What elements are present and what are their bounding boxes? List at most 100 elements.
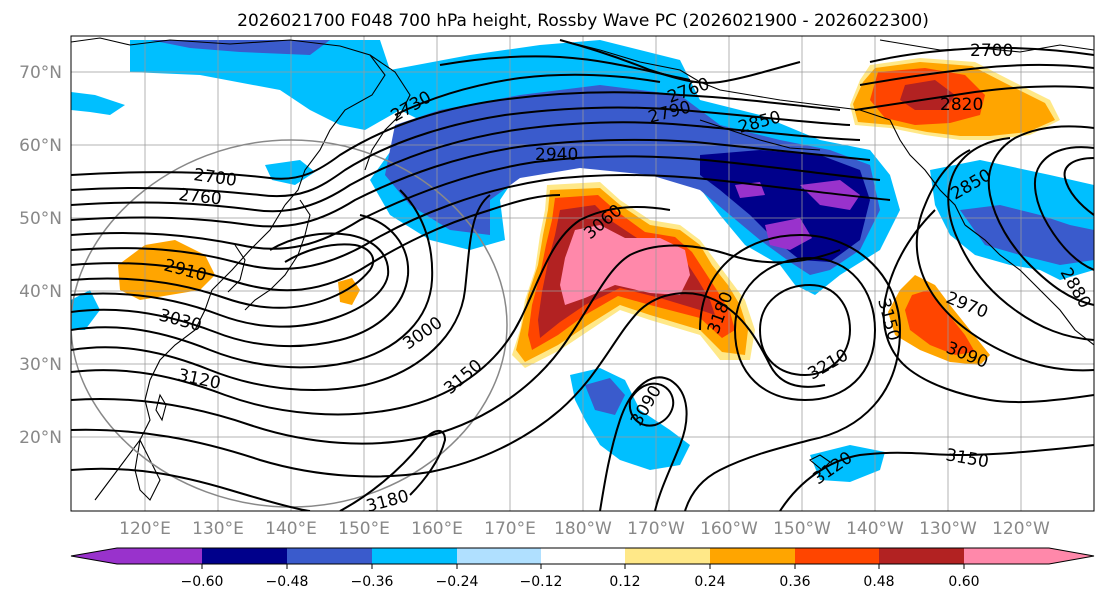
contour-line <box>559 39 801 84</box>
contour-label-2760: 2760 <box>177 185 222 209</box>
contour-line <box>987 125 1094 306</box>
contour-line <box>628 382 675 427</box>
coast-hawaii <box>809 454 831 471</box>
coast-asia-east <box>94 204 286 501</box>
lat-label-70n: 70°N <box>19 63 62 83</box>
colorbar-segment-9 <box>879 548 964 564</box>
colorbar-label-7: 0.36 <box>779 574 810 590</box>
coast-kamchatka <box>364 54 411 171</box>
contour-line <box>758 283 852 377</box>
lon-label-120e: 120°E <box>119 519 171 539</box>
contour-line <box>947 137 1094 341</box>
lat-label-60n: 60°N <box>19 136 62 156</box>
contour-line <box>779 444 1094 511</box>
lon-label-140e: 140°E <box>265 519 317 539</box>
colorbar-segment-3 <box>372 548 457 564</box>
contour-label-2820: 2820 <box>940 95 983 115</box>
contour-line <box>733 256 877 402</box>
anomaly-region-ne-dark-red <box>900 80 955 110</box>
contour-line <box>71 155 881 250</box>
colorbar-ticks <box>201 564 965 569</box>
contour-line <box>71 189 434 369</box>
contour-line <box>439 55 691 81</box>
contour-line <box>869 46 1094 63</box>
contour-line <box>71 244 841 445</box>
coast-aleutians <box>699 119 821 151</box>
lon-label-170e: 170°E <box>484 519 536 539</box>
anomaly-region-dark-blue <box>700 150 870 262</box>
coast-korea <box>227 244 246 293</box>
contour-line <box>71 121 861 213</box>
anomaly-region-violet-1 <box>800 180 860 210</box>
lat-label-50n: 50°N <box>19 209 62 229</box>
anomaly-region-top-blue <box>150 40 330 55</box>
lon-label-130w: 130°W <box>919 519 977 539</box>
contour-line <box>71 174 891 270</box>
contour-line <box>71 206 671 416</box>
lon-label-130e: 130°E <box>192 519 244 539</box>
anomaly-region-south-blue <box>585 378 625 415</box>
colorbar-segment-2 <box>287 548 372 564</box>
contour-line <box>71 194 491 391</box>
lon-label-160e: 160°E <box>411 519 463 539</box>
contour-line <box>394 73 661 116</box>
anomaly-region-pink <box>560 225 690 305</box>
lat-label-20n: 20°N <box>19 428 62 448</box>
colorbar-label-9: 0.60 <box>948 574 979 590</box>
height-contours <box>71 39 1094 511</box>
contour-line <box>71 194 561 292</box>
colorbar-outline <box>70 547 1095 565</box>
map-panel: 2700 2730 2700 2760 2760 2790 2820 2850 … <box>71 36 1094 511</box>
contour-line <box>71 214 410 348</box>
coast-taiwan <box>155 393 167 422</box>
colorbar-segment-0 <box>71 548 202 564</box>
lon-label-150w: 150°W <box>773 519 831 539</box>
anomaly-region-violet-3 <box>735 182 765 198</box>
lon-label-180w: 180°W <box>554 519 612 539</box>
contour-line <box>71 232 390 328</box>
coast-asia-north <box>71 37 386 206</box>
colorbar-label-1: −0.48 <box>266 574 309 590</box>
contour-line <box>71 91 841 180</box>
colorbar-segment-8 <box>795 548 879 564</box>
colorbar-segment-1 <box>202 548 287 564</box>
lon-label-150e: 150°E <box>338 519 390 539</box>
latitude-labels: 70°N 60°N 50°N 40°N 30°N 20°N <box>19 63 62 448</box>
anomaly-region-west-orange <box>118 240 215 300</box>
colorbar-segment-10 <box>964 548 1094 564</box>
contour-label-2700-e: 2700 <box>970 41 1013 61</box>
lon-label-170w: 170°W <box>627 519 685 539</box>
anomaly-region-east-red <box>905 290 975 355</box>
lon-label-120w: 120°W <box>992 519 1050 539</box>
contour-line <box>71 292 826 478</box>
contour-labels: 2700 2730 2700 2760 2760 2790 2820 2850 … <box>157 41 1094 511</box>
lon-label-160w: 160°W <box>700 519 758 539</box>
contour-line <box>599 376 688 511</box>
contour-line <box>859 64 1094 86</box>
lat-label-30n: 30°N <box>19 355 62 375</box>
colorbar-label-4: −0.12 <box>520 574 563 590</box>
coast-alaska <box>559 39 966 226</box>
colorbar-label-2: −0.36 <box>351 574 394 590</box>
map-title: 2026021700 F048 700 hPa height, Rossby W… <box>237 11 929 31</box>
contour-line <box>339 430 447 511</box>
contour-line <box>684 233 902 511</box>
colorbar-segment-4 <box>457 548 541 564</box>
contour-line <box>71 243 375 309</box>
longitude-labels: 120°E 130°E 140°E 150°E 160°E 170°E 180°… <box>119 519 1050 539</box>
colorbar-label-5: 0.12 <box>609 574 640 590</box>
contour-line <box>854 85 1094 111</box>
contour-line <box>915 149 1094 372</box>
colorbar-segment-7 <box>710 548 795 564</box>
anomaly-region-violet-2 <box>765 218 812 250</box>
colorbar-segment-5 <box>541 548 625 564</box>
contour-line <box>71 106 851 198</box>
contour-line <box>71 138 871 228</box>
colorbar-label-8: 0.48 <box>863 574 894 590</box>
colorbar-label-6: 0.24 <box>694 574 725 590</box>
anomaly-region-west-light-blue <box>71 92 125 115</box>
map-frame <box>70 35 1095 512</box>
anomaly-region-blue <box>385 85 880 275</box>
anomaly-region-east-blue <box>960 205 1094 265</box>
